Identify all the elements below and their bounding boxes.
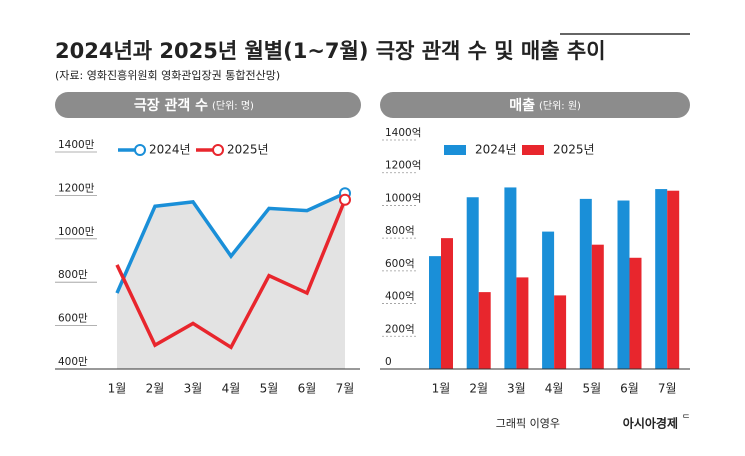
publisher: 아시아경제	[623, 416, 678, 431]
panel-unit: (단위: 명)	[212, 99, 254, 112]
panel-title: 극장 관객 수	[134, 97, 208, 114]
legend-label: 2025년	[227, 143, 269, 157]
panel-header	[55, 92, 361, 118]
x-tick-label: 2월	[146, 382, 165, 396]
bar	[655, 189, 668, 369]
bar	[441, 238, 453, 369]
legend-marker	[134, 144, 146, 156]
publisher-mark: ᄃ	[682, 415, 690, 425]
x-tick-label: 6월	[298, 382, 317, 396]
y-tick-label: 1000억	[385, 192, 421, 204]
y-tick-label: 200억	[385, 323, 415, 335]
y-tick-label: 600만	[58, 313, 88, 325]
bar	[629, 257, 642, 369]
panel-unit: (단위: 원)	[539, 99, 581, 112]
y-tick-label: 1000만	[58, 226, 95, 238]
y-tick-label: 1400억	[385, 127, 421, 139]
legend-swatch	[444, 145, 466, 155]
x-tick-label: 7월	[336, 382, 355, 396]
area	[117, 193, 345, 369]
x-tick-label: 1월	[108, 382, 127, 396]
bar	[554, 295, 567, 369]
x-tick-label: 3월	[184, 382, 203, 396]
bar	[579, 198, 592, 369]
x-tick-label: 7월	[658, 382, 677, 396]
bar	[504, 187, 517, 369]
y-tick-label: 1400만	[58, 139, 95, 151]
panel-header	[380, 92, 690, 118]
bar	[617, 200, 630, 369]
x-tick-label: 4월	[222, 382, 241, 396]
x-tick-label: 1월	[432, 382, 451, 396]
bar	[542, 231, 555, 369]
bar	[591, 244, 604, 369]
page-title: 2024년과 2025년 월별(1~7월) 극장 관객 수 및 매출 추이	[55, 39, 606, 63]
bar	[466, 197, 479, 369]
line	[115, 199, 347, 350]
x-tick-label: 5월	[260, 382, 279, 396]
panel-title: 매출	[509, 97, 535, 114]
legend-label: 2024년	[475, 143, 517, 157]
x-tick-label: 3월	[507, 382, 526, 396]
bar	[516, 277, 529, 369]
end-marker	[339, 193, 351, 206]
bar	[667, 190, 680, 369]
x-tick-label: 2월	[469, 382, 488, 396]
credit: 그래픽 이영우	[496, 417, 560, 430]
legend-marker	[212, 144, 224, 156]
bar	[478, 292, 491, 369]
y-tick-label: 800억	[385, 225, 415, 237]
x-tick-label: 5월	[582, 382, 601, 396]
y-tick-label: 0	[385, 356, 392, 368]
y-tick-label: 800만	[58, 269, 88, 281]
legend-label: 2025년	[553, 143, 595, 157]
x-tick-label: 4월	[545, 382, 564, 396]
legend-label: 2024년	[149, 143, 191, 157]
y-tick-label: 1200만	[58, 182, 95, 194]
legend-swatch	[522, 145, 544, 155]
x-tick-label: 6월	[620, 382, 639, 396]
source: (자료: 영화진흥위원회 영화관입장권 통합전산망)	[55, 68, 280, 82]
y-tick-label: 600억	[385, 258, 415, 270]
y-tick-label: 1200억	[385, 160, 421, 172]
bar	[429, 256, 441, 369]
line	[115, 191, 346, 294]
y-tick-label: 400만	[58, 356, 88, 368]
y-tick-label: 400억	[385, 291, 415, 303]
